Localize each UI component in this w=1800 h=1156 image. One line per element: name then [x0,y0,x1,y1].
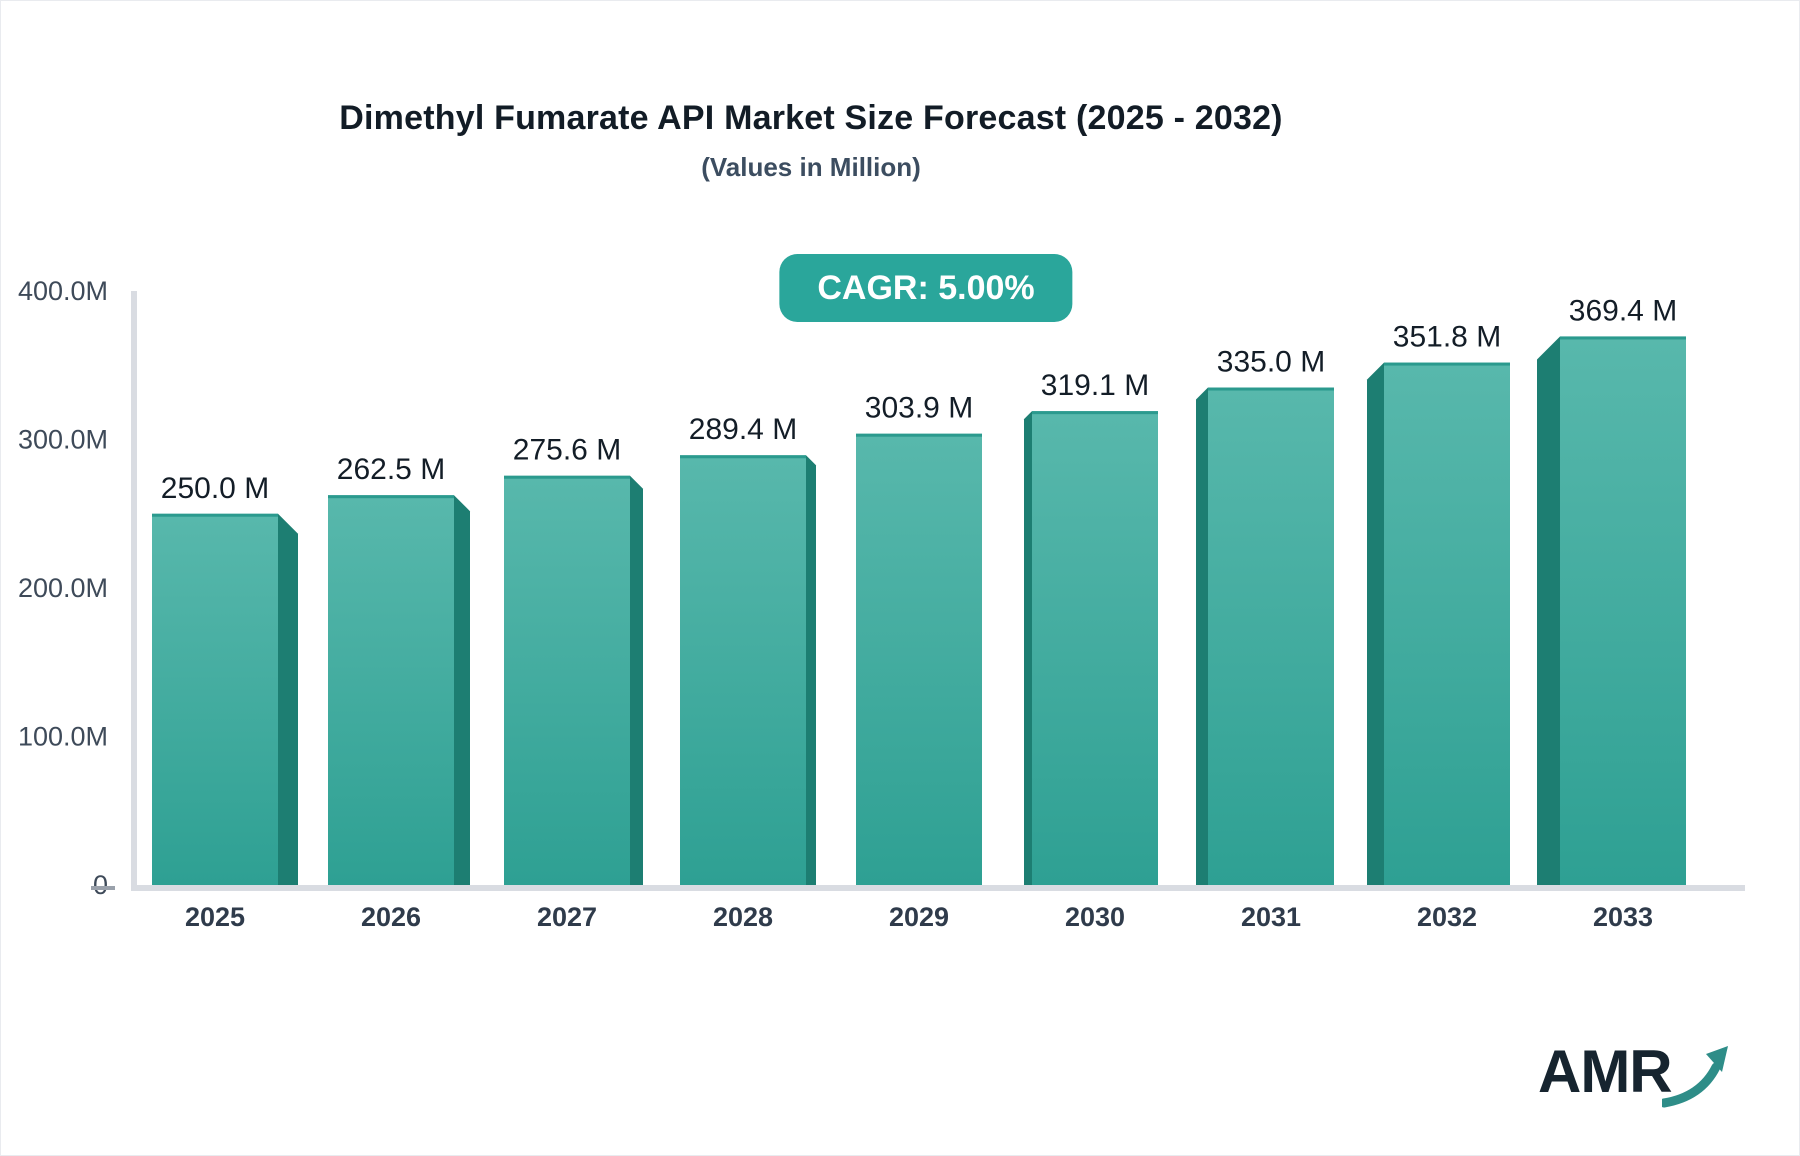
bar-top-edge [680,455,806,459]
bar-side-face [454,495,470,885]
x-tick-label: 2031 [1241,902,1301,932]
amr-logo: AMR [1538,1031,1734,1113]
y-tick-label: 400.0M [18,276,108,306]
bar-top-edge [1560,336,1686,340]
growth-arrow-icon [1661,1046,1728,1108]
bar-value-label: 275.6 M [513,434,621,467]
zero-tick-dash [91,886,115,890]
bar-top-edge [504,475,630,479]
x-tick-label: 2032 [1417,902,1477,932]
bar-front-face [504,475,630,885]
chart-subtitle: (Values in Million) [701,152,921,182]
bar-side-face [806,455,816,885]
bar-value-label: 351.8 M [1393,321,1501,354]
bar-top-edge [856,433,982,437]
bar-value-label: 335.0 M [1217,346,1325,379]
bar-value-label: 303.9 M [865,392,973,425]
bar-side-face [1537,336,1560,885]
bar-top-edge [152,513,278,517]
bar-value-label: 250.0 M [161,472,269,505]
x-tick-label: 2029 [889,902,949,932]
bar-value-label: 262.5 M [337,453,445,486]
bar-front-face [1384,362,1510,885]
bar-side-face [1196,387,1208,885]
bar-top-edge [328,495,454,499]
bar-value-label: 319.1 M [1041,369,1149,402]
bar-value-label: 369.4 M [1569,294,1677,327]
amr-logo-text: AMR [1538,1038,1673,1105]
x-tick-label: 2030 [1065,902,1125,932]
bar-front-face [328,495,454,885]
x-tick-label: 2025 [185,902,245,932]
bar-front-face [152,513,278,885]
bar-value-label: 289.4 M [689,413,797,446]
cagr-badge: CAGR: 5.00% [779,254,1073,322]
bar-side-face [1367,362,1384,885]
chart-title: Dimethyl Fumarate API Market Size Foreca… [339,99,1283,137]
y-tick-label: 100.0M [18,722,108,752]
bar-top-edge [1384,362,1510,366]
x-tick-label: 2028 [713,902,773,932]
bar-side-face [630,475,643,885]
y-tick-label: 200.0M [18,573,108,603]
x-tick-label: 2026 [361,902,421,932]
chart-header: Dimethyl Fumarate API Market Size Foreca… [1,1,1621,183]
y-tick-label: 300.0M [18,425,108,455]
bar-side-face [1024,411,1032,885]
bar-front-face [1032,411,1158,885]
bar-front-face [1560,336,1686,885]
y-axis-line [131,291,137,891]
bar-front-face [680,455,806,885]
x-tick-label: 2027 [537,902,597,932]
x-tick-label: 2033 [1593,902,1653,932]
bar-side-face [278,513,298,885]
x-axis-line [131,885,1745,891]
bar-front-face [1208,387,1334,885]
y-tick-label: 0 [93,870,108,900]
bar-front-face [856,433,982,885]
bar-top-edge [1032,411,1158,415]
bar-top-edge [1208,387,1334,391]
